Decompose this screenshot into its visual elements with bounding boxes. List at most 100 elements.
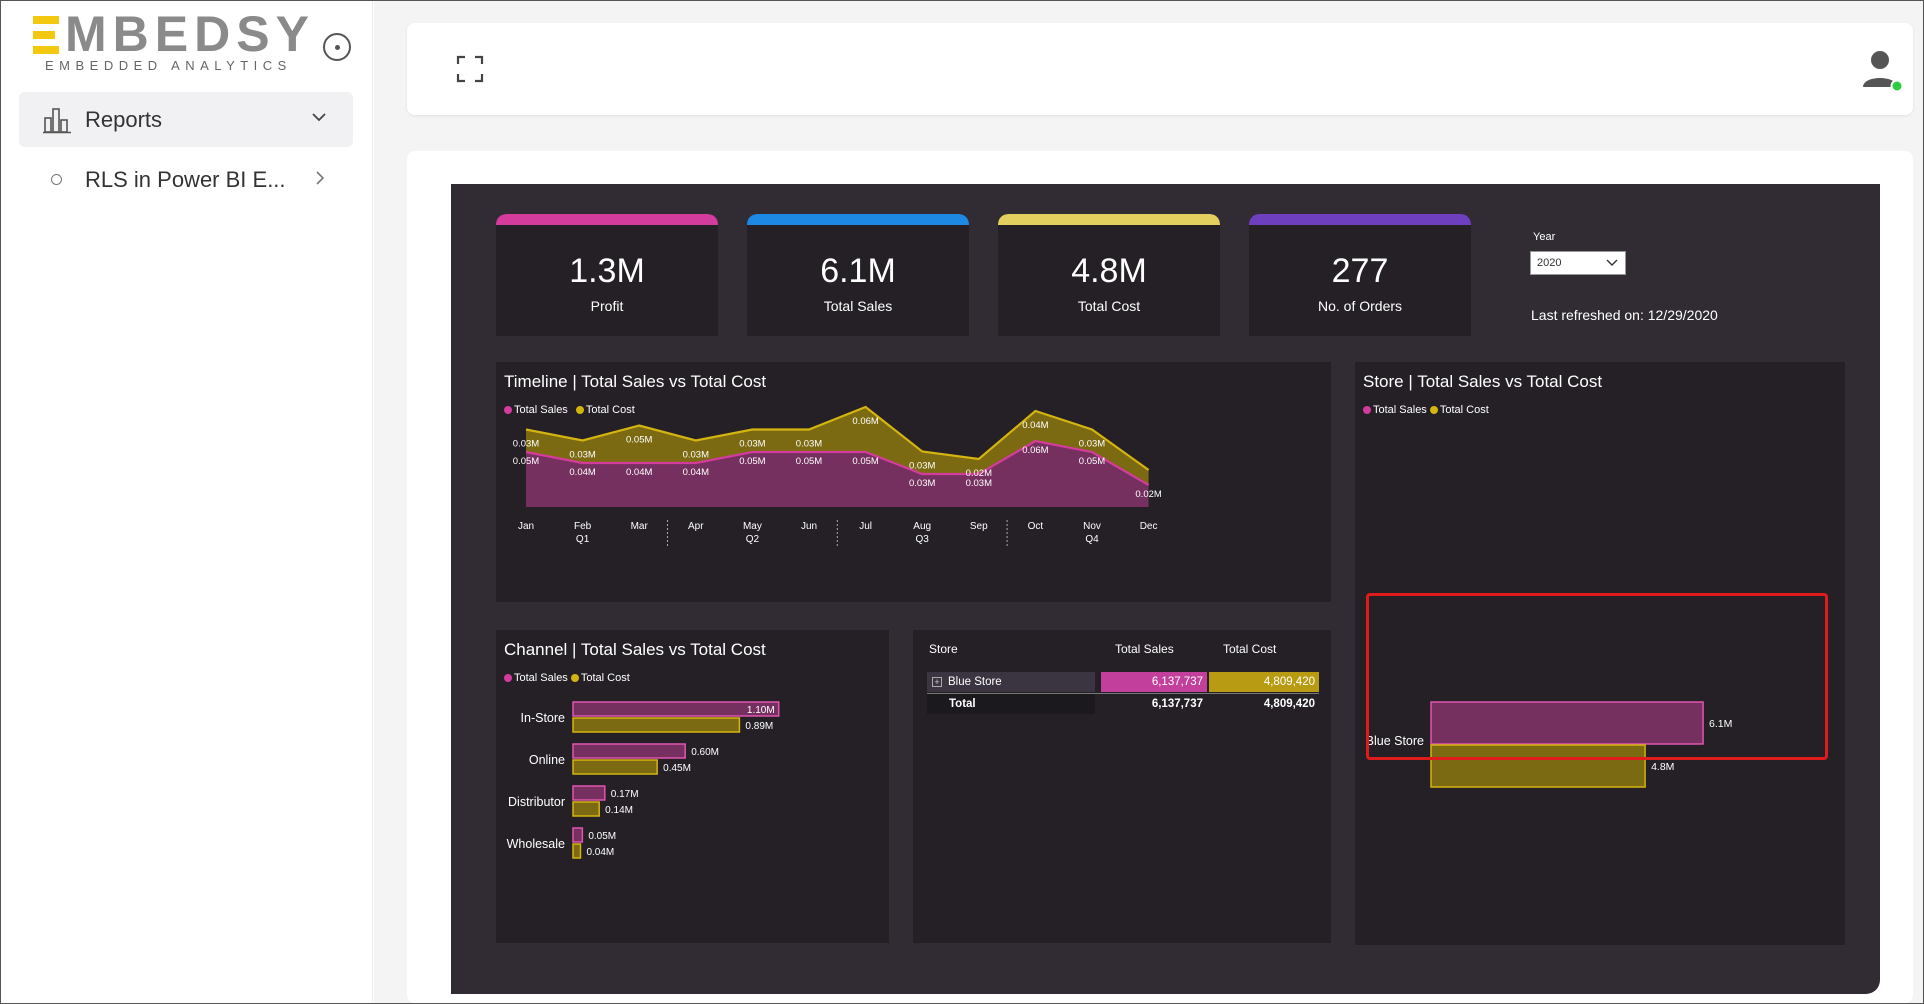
data-label-sales: 0.05M	[1079, 456, 1105, 467]
data-label-cost: 0.03M	[739, 439, 765, 450]
legend-label: Total Sales	[1373, 404, 1427, 416]
data-label-cost: 0.03M	[909, 461, 935, 472]
table-header-sales[interactable]: Total Sales	[1115, 642, 1174, 656]
category-label: Blue Store	[1366, 734, 1424, 748]
total-sales: 6,137,737	[1151, 698, 1203, 710]
bar-cost	[572, 801, 600, 817]
kpi-card-total-cost: 4.8M Total Cost	[998, 214, 1220, 336]
category-label: In-Store	[521, 711, 566, 725]
store-chart: Blue Store 6.1M 4.8M	[1366, 701, 1732, 788]
legend-dot-sales	[1363, 406, 1371, 415]
x-tick-label: Dec	[1140, 521, 1158, 532]
quarter-label: Q1	[576, 534, 590, 545]
timeline-chart: 0.03M 0.03M 0.05M 0.03M 0.03M 0.03M 0.06M 0.03M…	[513, 405, 1162, 548]
sidebar-item-reports[interactable]: Reports	[19, 92, 353, 147]
data-label-cost: 0.89M	[745, 721, 773, 732]
data-label-sales: 0.60M	[691, 747, 719, 758]
last-refreshed-text: Last refreshed on: 12/29/2020	[1531, 307, 1718, 323]
legend-dot-cost	[575, 406, 584, 415]
kpi-label: Profit	[590, 298, 624, 314]
bar-sales	[572, 701, 780, 717]
kpi-card-total-sales: 6.1M Total Sales	[747, 214, 969, 336]
x-tick-label: Jul	[859, 521, 872, 532]
data-label-cost: 0.03M	[569, 450, 595, 461]
sidebar-toggle-button[interactable]	[323, 33, 351, 61]
year-dropdown[interactable]: 2020	[1530, 251, 1626, 275]
bar-sales	[572, 827, 584, 843]
kpi-value: 277	[1331, 252, 1389, 290]
data-label-cost: 0.06M	[852, 416, 878, 427]
data-label-cost: 0.03M	[796, 439, 822, 450]
kpi-label: Total Cost	[1077, 298, 1141, 314]
x-tick-label: Nov	[1083, 521, 1101, 532]
legend-label: Total Cost	[580, 672, 630, 684]
data-label-sales: 0.05M	[852, 456, 878, 467]
legend-label: Total Sales	[514, 404, 568, 416]
store-chart-panel: Store | Total Sales vs Total Cost Total …	[1355, 362, 1845, 945]
bar-sales	[1430, 701, 1704, 745]
chart-legend: Total Sales Total Cost	[504, 672, 630, 684]
category-label: Distributor	[508, 795, 565, 809]
expand-plus-icon[interactable]: +	[932, 676, 942, 687]
kpi-label: Total Sales	[823, 298, 893, 314]
x-tick-label: May	[743, 521, 762, 532]
chart-legend: Total Sales Total Cost	[504, 404, 635, 416]
kpi-value: 6.1M	[820, 252, 896, 290]
kpi-value: 1.3M	[569, 252, 645, 290]
fullscreen-icon[interactable]	[456, 55, 484, 83]
data-label-cost: 0.03M	[683, 450, 709, 461]
kpi-card-orders: 277 No. of Orders	[1249, 214, 1471, 336]
chart-title: Channel | Total Sales vs Total Cost	[504, 640, 766, 659]
year-filter-label: Year	[1533, 231, 1556, 243]
kpi-card-profit: 1.3M Profit	[496, 214, 718, 336]
table-cell-sales: 6,137,737	[1101, 672, 1207, 692]
bar-sales	[572, 785, 606, 801]
table-row[interactable]: + Blue Store 6,137,737 4,809,420	[927, 672, 1319, 692]
sidebar: MBEDSY EMBEDDED ANALYTICS Reports RLS in…	[1, 1, 373, 1003]
year-dropdown-value: 2020	[1537, 257, 1562, 269]
data-label-sales: 0.05M	[513, 456, 539, 467]
x-tick-label: Oct	[1028, 521, 1044, 532]
store-table-panel: Store Total Sales Total Cost + Blue Store…	[913, 630, 1331, 943]
bar-cost	[1430, 744, 1646, 788]
data-label-cost: 0.03M	[513, 439, 539, 450]
data-label-cost: 4.8M	[1651, 761, 1674, 773]
user-avatar-icon[interactable]	[1861, 49, 1905, 93]
legend-dot-cost	[570, 674, 579, 683]
bar-cost	[572, 843, 582, 859]
data-label-sales: 0.05M	[796, 456, 822, 467]
data-label-sales: 0.02M	[1135, 489, 1161, 500]
bar-cost	[572, 717, 741, 733]
data-label-sales: 0.04M	[683, 467, 709, 478]
sidebar-item-rls-report[interactable]: RLS in Power BI E...	[19, 161, 353, 201]
data-label-sales: 0.05M	[588, 831, 616, 842]
chevron-down-icon[interactable]	[310, 108, 328, 126]
kpi-accent-bar	[496, 214, 718, 225]
x-tick-label: Aug	[913, 521, 931, 532]
x-tick-label: Feb	[574, 521, 592, 532]
data-label-sales: 0.04M	[626, 467, 652, 478]
data-label-cost: 0.45M	[663, 763, 691, 774]
data-label-sales: 0.04M	[569, 467, 595, 478]
chevron-right-icon	[316, 171, 325, 185]
table-header-store[interactable]: Store	[929, 642, 958, 656]
quarter-label: Q2	[746, 534, 760, 545]
chart-title: Store | Total Sales vs Total Cost	[1363, 372, 1603, 391]
category-label: Wholesale	[507, 837, 565, 851]
x-tick-label: Sep	[970, 521, 988, 532]
table-header-cost[interactable]: Total Cost	[1223, 642, 1277, 656]
data-label-cost: 0.03M	[1079, 439, 1105, 450]
table-total-row: Total 6,137,737 4,809,420	[927, 693, 1319, 714]
sales-area	[526, 441, 1149, 507]
brand-name: MBEDSY	[65, 6, 315, 62]
bar-sales	[572, 743, 686, 759]
kpi-accent-bar	[998, 214, 1220, 225]
data-label-sales: 0.03M	[909, 478, 935, 489]
bar-chart-icon	[43, 108, 71, 134]
logo-mark-icon	[33, 16, 61, 54]
table-cell-store: + Blue Store	[927, 672, 1095, 692]
top-bar	[407, 23, 1913, 115]
legend-dot-sales	[504, 674, 512, 683]
x-tick-label: Mar	[631, 521, 649, 532]
